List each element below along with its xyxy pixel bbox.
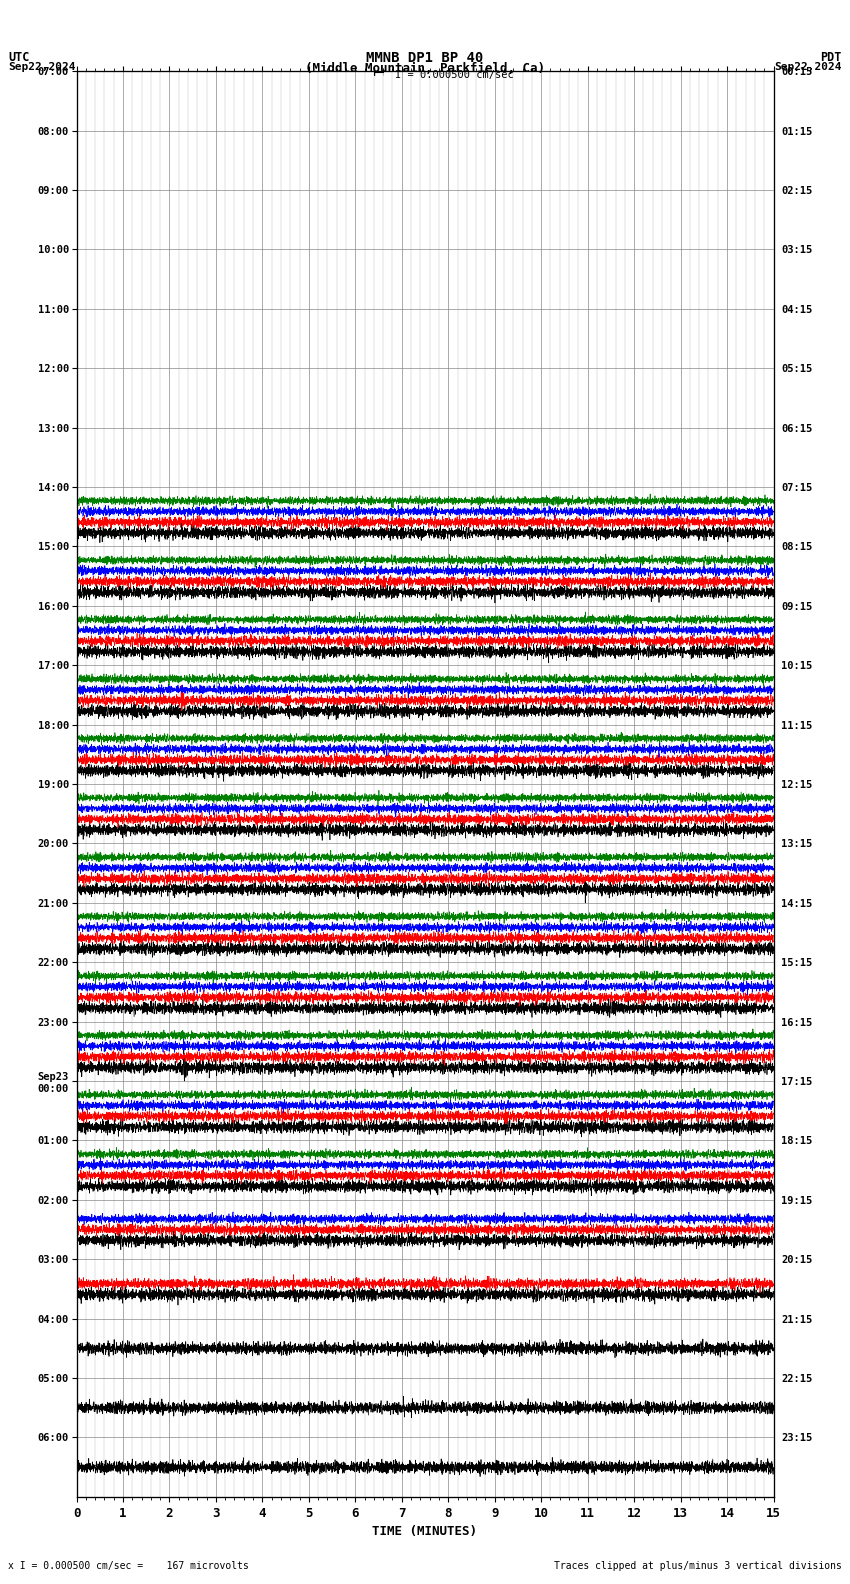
Text: I = 0.000500 cm/sec: I = 0.000500 cm/sec: [395, 70, 514, 81]
Text: (Middle Mountain, Parkfield, Ca): (Middle Mountain, Parkfield, Ca): [305, 62, 545, 74]
X-axis label: TIME (MINUTES): TIME (MINUTES): [372, 1525, 478, 1538]
Text: x I = 0.000500 cm/sec =    167 microvolts: x I = 0.000500 cm/sec = 167 microvolts: [8, 1562, 249, 1571]
Text: Sep22,2024: Sep22,2024: [774, 62, 842, 71]
Text: UTC: UTC: [8, 51, 30, 65]
Text: MMNB DP1 BP 40: MMNB DP1 BP 40: [366, 51, 484, 65]
Text: PDT: PDT: [820, 51, 842, 65]
Text: Traces clipped at plus/minus 3 vertical divisions: Traces clipped at plus/minus 3 vertical …: [553, 1562, 842, 1571]
Text: Sep22,2024: Sep22,2024: [8, 62, 76, 71]
